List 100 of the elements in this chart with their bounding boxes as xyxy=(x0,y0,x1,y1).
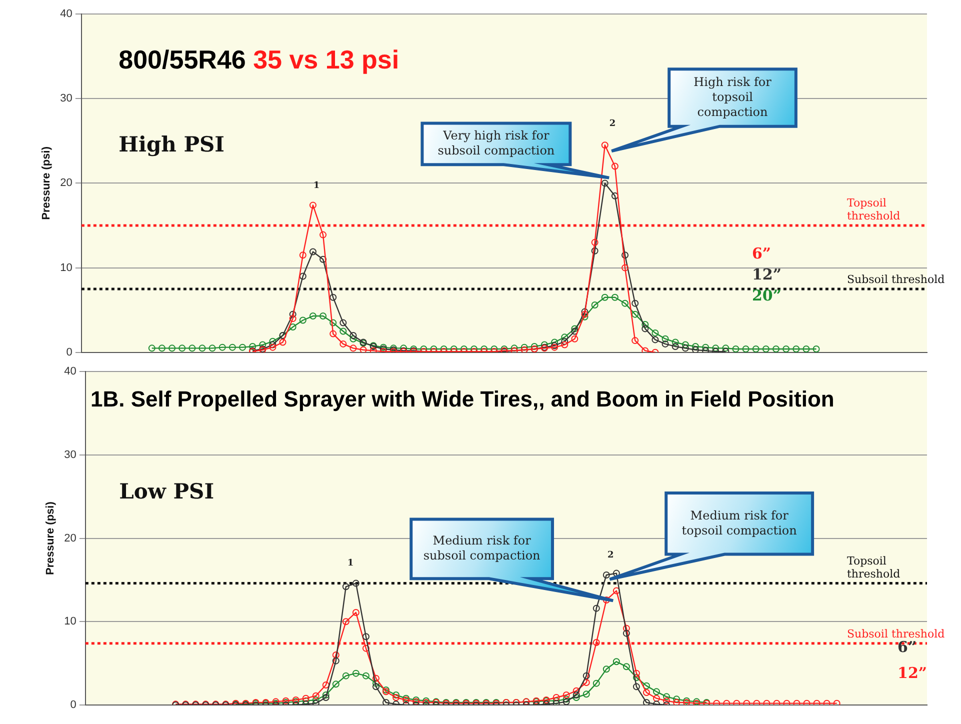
point xyxy=(592,604,600,612)
annotation: 2 xyxy=(607,550,614,561)
point xyxy=(612,658,620,666)
point xyxy=(672,342,679,350)
point xyxy=(622,264,629,272)
annotation: Medium risk for subsoil compaction xyxy=(423,534,541,563)
ref-line-label: Subsoil threshold xyxy=(847,627,945,640)
ref-line-label: Subsoil threshold xyxy=(847,272,945,286)
annotation: High risk for topsoil compaction xyxy=(694,74,772,119)
point xyxy=(552,697,560,704)
point xyxy=(269,341,276,348)
point xyxy=(561,341,568,348)
ref-line-label: Topsoil threshold xyxy=(847,196,900,222)
point xyxy=(622,630,630,637)
point xyxy=(342,583,350,590)
point xyxy=(322,694,330,701)
text: 20” xyxy=(752,286,782,304)
text: 35 vs 13 psi xyxy=(253,44,400,75)
point xyxy=(309,248,316,256)
point xyxy=(370,347,377,352)
point xyxy=(692,346,699,352)
point xyxy=(602,571,610,578)
y-tick-label: 0 xyxy=(66,346,72,358)
point xyxy=(289,315,296,322)
point xyxy=(642,682,650,690)
point xyxy=(582,672,590,680)
point xyxy=(652,336,659,344)
point xyxy=(299,252,306,259)
point xyxy=(591,247,598,254)
point xyxy=(592,680,600,687)
annotation: 2 xyxy=(609,118,616,129)
point xyxy=(571,335,578,342)
annotation: Medium risk for topsoil compaction xyxy=(682,508,798,538)
y-tick-label: 20 xyxy=(60,177,72,190)
point xyxy=(269,344,276,351)
text: 1B. Self Propelled Sprayer with Wide Tires,, and Boom in Field Position xyxy=(90,386,834,412)
y-tick-label: 10 xyxy=(64,616,76,628)
point xyxy=(289,310,296,318)
point xyxy=(382,699,390,705)
point xyxy=(601,180,608,187)
text: 12” xyxy=(752,265,782,284)
point xyxy=(581,310,588,318)
point xyxy=(330,294,337,301)
y-axis-title: Pressure (psi) xyxy=(44,501,57,575)
text: 6” xyxy=(898,638,917,656)
y-tick-label: 10 xyxy=(60,262,72,274)
y-axis-title: Pressure (psi) xyxy=(40,146,53,220)
ref-line-label: Topsoil threshold xyxy=(847,554,900,580)
text: 800/55R46 xyxy=(118,44,246,75)
point xyxy=(552,700,560,705)
point xyxy=(682,344,689,352)
annotation: High PSI xyxy=(118,131,225,156)
point xyxy=(302,697,310,704)
point xyxy=(350,332,357,339)
point xyxy=(622,252,629,259)
point xyxy=(632,337,639,344)
text: 6” xyxy=(752,244,772,262)
point xyxy=(591,238,598,246)
annotation: Low PSI xyxy=(119,478,214,504)
annotation: 1 xyxy=(313,180,320,191)
point xyxy=(642,325,649,332)
annotation: Very high risk for subsoil compaction xyxy=(438,128,555,158)
point xyxy=(362,672,370,680)
point xyxy=(322,692,330,698)
point xyxy=(611,192,618,200)
point xyxy=(332,680,340,688)
point xyxy=(352,670,360,677)
point xyxy=(622,663,630,670)
point xyxy=(602,666,610,673)
point xyxy=(320,231,327,238)
point xyxy=(372,680,380,687)
point xyxy=(372,683,380,690)
point xyxy=(562,696,570,703)
point xyxy=(312,700,320,705)
point xyxy=(632,683,640,690)
point xyxy=(572,692,580,698)
point xyxy=(309,202,316,209)
y-tick-label: 30 xyxy=(60,92,72,105)
point xyxy=(279,338,286,346)
y-tick-label: 40 xyxy=(60,8,72,20)
text: 12” xyxy=(898,664,928,682)
point xyxy=(320,256,327,263)
point xyxy=(561,338,568,345)
point xyxy=(582,690,590,698)
point xyxy=(392,692,400,698)
point xyxy=(362,633,370,640)
point xyxy=(673,696,680,703)
point xyxy=(632,674,640,681)
point xyxy=(652,688,660,696)
point xyxy=(299,272,306,280)
point xyxy=(571,328,578,335)
point xyxy=(332,657,340,664)
point xyxy=(611,162,618,170)
point xyxy=(663,693,670,700)
point xyxy=(642,347,649,352)
point xyxy=(340,319,347,326)
y-tick-label: 0 xyxy=(70,699,76,712)
y-tick-label: 40 xyxy=(64,366,76,378)
point xyxy=(562,698,570,705)
y-tick-label: 30 xyxy=(64,448,76,461)
